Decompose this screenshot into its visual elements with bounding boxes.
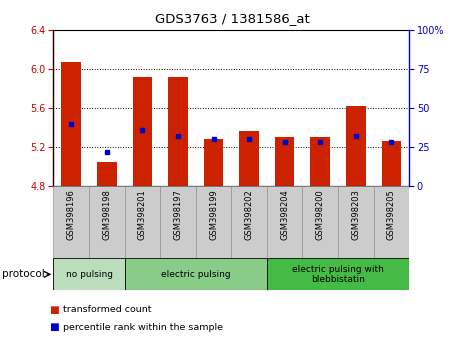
Text: electric pulsing with
blebbistatin: electric pulsing with blebbistatin [292,265,384,284]
Text: GSM398202: GSM398202 [245,189,253,240]
Bar [196,186,232,258]
Bar [232,186,267,258]
Text: GSM398203: GSM398203 [352,189,360,240]
Bar [89,186,125,258]
Text: no pulsing: no pulsing [66,270,113,279]
Text: protocol: protocol [2,269,45,279]
Text: GSM398205: GSM398205 [387,189,396,240]
Text: GSM398201: GSM398201 [138,189,147,240]
Text: GDS3763 / 1381586_at: GDS3763 / 1381586_at [155,12,310,25]
Bar [53,186,89,258]
Bar [160,186,196,258]
Text: ■: ■ [49,322,59,332]
Bar [97,161,117,186]
Text: electric pulsing: electric pulsing [161,270,231,279]
Bar [303,186,338,258]
Text: GSM398204: GSM398204 [280,189,289,240]
Text: GSM398200: GSM398200 [316,189,325,240]
Bar [133,77,152,186]
Bar [346,106,365,186]
Text: ■: ■ [49,305,59,315]
Bar [125,258,267,290]
Text: GSM398198: GSM398198 [102,189,111,240]
Bar [338,186,374,258]
Text: transformed count: transformed count [63,305,151,314]
Bar [53,258,125,290]
Bar [311,137,330,186]
Text: GSM398196: GSM398196 [67,189,76,240]
Bar [204,139,223,186]
Text: GSM398199: GSM398199 [209,189,218,240]
Text: GSM398197: GSM398197 [173,189,182,240]
Text: percentile rank within the sample: percentile rank within the sample [63,323,223,332]
Bar [125,186,160,258]
Bar [275,137,294,186]
Bar [239,131,259,186]
Bar [168,77,188,186]
Bar [267,186,303,258]
Bar [374,186,409,258]
Bar [267,258,409,290]
Bar [61,62,81,186]
Bar [382,141,401,186]
